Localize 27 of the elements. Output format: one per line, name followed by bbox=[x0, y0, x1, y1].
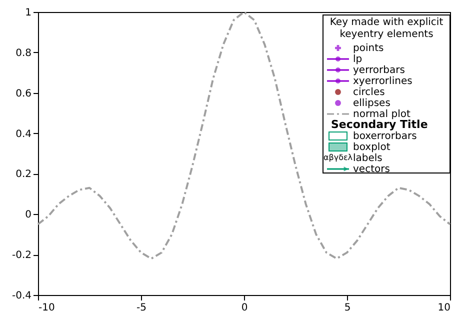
legend-label: ellipses bbox=[353, 98, 390, 109]
y-tick-label: 0 bbox=[25, 210, 32, 221]
y-tick-label: 1 bbox=[25, 8, 32, 18]
legend-label: lp bbox=[353, 54, 362, 65]
legend-label: yerrorbars bbox=[353, 65, 405, 76]
y-tick-label: 0.4 bbox=[16, 128, 32, 140]
y-tick-label: -0.2 bbox=[12, 250, 32, 262]
y-tick-label: -0.4 bbox=[12, 290, 32, 302]
legend-label: boxerrorbars bbox=[353, 131, 417, 142]
x-tick-label: 0 bbox=[241, 302, 248, 314]
x-tick-label: 5 bbox=[344, 302, 351, 314]
x-tick-label: -10 bbox=[38, 302, 55, 314]
annotation: Secondary Title bbox=[331, 118, 428, 131]
legend-label: boxplot bbox=[353, 142, 390, 153]
legend-label: xyerrorlines bbox=[353, 76, 412, 87]
line-series bbox=[37, 11, 451, 260]
legend-label: vectors bbox=[353, 164, 390, 175]
y-tick-label: 0.8 bbox=[16, 48, 32, 59]
annotation: αβγδελ bbox=[323, 153, 353, 162]
legend-label: labels bbox=[353, 153, 382, 164]
y-tick-label: 0.6 bbox=[16, 88, 32, 100]
legend-label: normal plot bbox=[353, 109, 410, 120]
legend-label: circles bbox=[353, 87, 385, 98]
y-tick-label: 0.2 bbox=[16, 169, 32, 180]
legend-label: points bbox=[353, 43, 384, 54]
x-tick-label: -5 bbox=[136, 302, 146, 314]
x-tick-label: 10 bbox=[438, 302, 450, 314]
